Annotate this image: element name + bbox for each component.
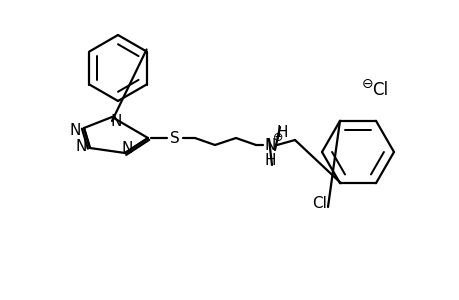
Text: H: H [263, 152, 275, 167]
Text: N: N [69, 122, 80, 137]
Text: N: N [121, 140, 132, 155]
Text: N: N [264, 137, 275, 152]
Text: N: N [110, 113, 122, 128]
Text: N: N [75, 139, 86, 154]
Text: ⊕: ⊕ [272, 130, 283, 143]
Text: H: H [276, 124, 287, 140]
Text: Cl: Cl [312, 196, 327, 211]
Text: S: S [170, 130, 179, 146]
Text: Cl: Cl [371, 81, 387, 99]
Text: ⊖: ⊖ [361, 77, 373, 91]
